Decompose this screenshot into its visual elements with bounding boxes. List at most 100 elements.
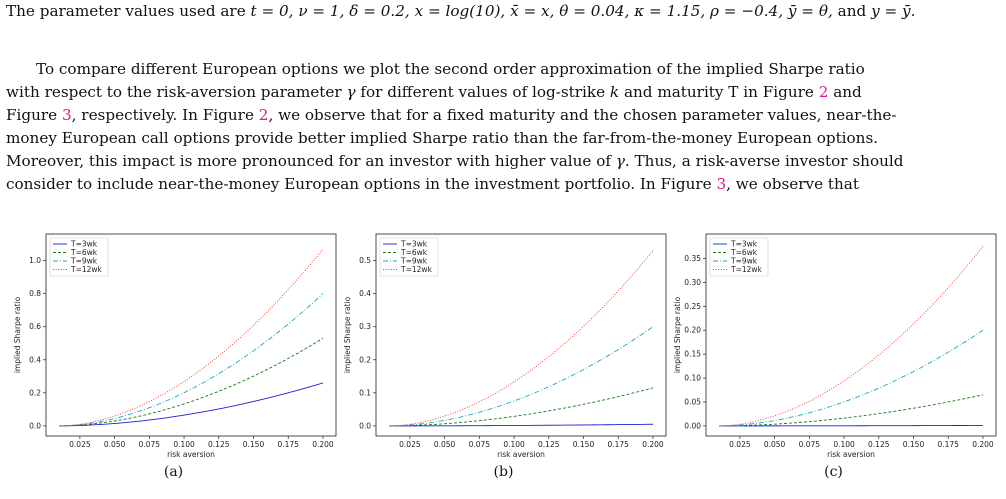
- legend-entry: T=9wk: [400, 257, 428, 266]
- y-tick-label: 0.0: [29, 421, 41, 430]
- paragraph-text: and: [828, 83, 862, 101]
- x-tick-label: 0.075: [799, 440, 821, 449]
- gamma-symbol: γ: [615, 152, 625, 170]
- x-tick-label: 0.025: [399, 440, 421, 449]
- x-tick-label: 0.100: [833, 440, 855, 449]
- series-line-t-3wk: [59, 382, 324, 427]
- y-tick-label: 0.10: [684, 374, 701, 383]
- series-line-t-9wk: [59, 293, 324, 427]
- paragraph-line-1: To compare different European options we…: [36, 60, 1000, 78]
- x-tick-label: 0.150: [903, 440, 925, 449]
- y-tick-label: 0.2: [29, 388, 41, 397]
- y-tick-label: 0.4: [29, 355, 41, 364]
- x-tick-label: 0.025: [729, 440, 751, 449]
- param-values: t = 0, ν = 1, δ = 0.2, x = log(10), x̄ =…: [250, 2, 833, 20]
- y-axis-label: implied Sharpe ratio: [343, 296, 352, 373]
- x-tick-label: 0.125: [208, 440, 230, 449]
- x-tick-label: 0.150: [243, 440, 265, 449]
- legend-box: [709, 237, 769, 277]
- paragraph-text: consider to include near-the-money Europ…: [6, 175, 717, 193]
- legend-entry: T=6wk: [400, 248, 428, 257]
- subfigure-a: 0.025 0.050 0.075 0.100 0.125 0.150 0.175 0.200…: [6, 226, 341, 496]
- y-tick-label: 0.30: [684, 278, 701, 287]
- x-axis-label: risk aversion: [167, 450, 215, 459]
- y-tick-label: 0.00: [684, 421, 701, 430]
- figure-3-link[interactable]: 3: [716, 175, 727, 193]
- chart-c: 0.025 0.050 0.075 0.100 0.125 0.150 0.175 0.200…: [673, 233, 997, 459]
- paragraph-line-2: with respect to the risk-aversion parame…: [6, 83, 1000, 101]
- paragraph-text: , respectively. In Figure: [71, 106, 259, 124]
- x-tick-label: 0.200: [972, 440, 994, 449]
- subfigure-c: 0.025 0.050 0.075 0.100 0.125 0.150 0.175 0.200…: [666, 226, 1001, 496]
- x-tick-label: 0.125: [868, 440, 890, 449]
- paragraph-text: , we observe that for a fixed maturity a…: [268, 106, 897, 124]
- x-tick-label: 0.050: [434, 440, 456, 449]
- y-tick-label: 0.25: [684, 302, 701, 311]
- legend-box: [379, 237, 439, 277]
- series-line-t-6wk: [389, 387, 654, 427]
- x-tick-label: 0.125: [538, 440, 560, 449]
- series-line-t-9wk: [719, 329, 984, 427]
- figure-2-link[interactable]: 2: [818, 83, 829, 101]
- paragraph-text: , we observe that: [726, 175, 859, 193]
- x-tick-label: 0.200: [312, 440, 334, 449]
- legend-entry: T=6wk: [730, 248, 758, 257]
- series-line-t-12wk: [719, 246, 984, 427]
- caption-a: (a): [163, 464, 184, 480]
- series-line-t-12wk: [59, 248, 324, 427]
- legend-box: [49, 237, 109, 277]
- series-line-t-6wk: [59, 337, 324, 427]
- y-axis-label: implied Sharpe ratio: [673, 296, 682, 373]
- legend-entry: T=12wk: [730, 265, 763, 274]
- y-tick-label: 0.3: [359, 322, 371, 331]
- param-intro: The parameter values used are: [6, 2, 251, 20]
- param-last: y = ȳ.: [871, 2, 916, 20]
- param-and: and: [832, 2, 872, 20]
- x-tick-label: 0.150: [573, 440, 595, 449]
- paragraph-line-6: consider to include near-the-money Europ…: [6, 175, 1000, 193]
- paragraph-text: Figure: [6, 106, 62, 124]
- series-line-t-9wk: [389, 326, 654, 427]
- y-tick-label: 0.15: [684, 350, 701, 359]
- x-tick-label: 0.100: [173, 440, 195, 449]
- paragraph-line-4: money European call options provide bett…: [6, 129, 1000, 147]
- legend-entry: T=3wk: [730, 240, 758, 249]
- plot-frame: [375, 233, 667, 437]
- paragraph-line-3: Figure 3, respectively. In Figure 2, we …: [6, 106, 1000, 124]
- legend-entry: T=12wk: [70, 265, 103, 274]
- y-tick-label: 0.0: [359, 421, 371, 430]
- parameter-line: The parameter values used are t = 0, ν =…: [6, 2, 1000, 20]
- y-tick-label: 0.05: [684, 397, 701, 406]
- legend-entry: T=12wk: [400, 265, 433, 274]
- y-tick-label: 0.35: [684, 254, 701, 263]
- x-axis-label: risk aversion: [497, 450, 545, 459]
- k-symbol: k: [609, 83, 620, 101]
- x-tick-label: 0.175: [277, 440, 299, 449]
- x-axis-label: risk aversion: [827, 450, 875, 459]
- paragraph-text: with respect to the risk-aversion parame…: [6, 83, 347, 101]
- figure-3-link[interactable]: 3: [61, 106, 72, 124]
- y-tick-label: 0.1: [359, 388, 371, 397]
- legend-entry: T=3wk: [400, 240, 428, 249]
- y-tick-label: 1.0: [29, 256, 41, 265]
- x-tick-label: 0.175: [607, 440, 629, 449]
- chart-a: 0.025 0.050 0.075 0.100 0.125 0.150 0.175 0.200…: [13, 233, 337, 459]
- plot-frame: [705, 233, 997, 437]
- x-tick-label: 0.025: [69, 440, 91, 449]
- series-line-t-12wk: [389, 250, 654, 427]
- caption-b: (b): [493, 464, 514, 480]
- paragraph-text: . Thus, a risk-averse investor should: [624, 152, 904, 170]
- y-tick-label: 0.6: [29, 322, 41, 331]
- caption-c: (c): [824, 464, 843, 480]
- paragraph-text: and maturity T in Figure: [619, 83, 819, 101]
- y-tick-label: 0.8: [29, 289, 41, 298]
- gamma-symbol: γ: [346, 83, 356, 101]
- y-tick-label: 0.20: [684, 326, 701, 335]
- y-tick-label: 0.2: [359, 355, 371, 364]
- series-line-t-3wk: [389, 423, 653, 427]
- figure-2-link[interactable]: 2: [258, 106, 269, 124]
- y-tick-label: 0.5: [359, 256, 371, 265]
- legend-entry: T=9wk: [70, 257, 98, 266]
- paragraph-text: money European call options provide bett…: [6, 129, 879, 147]
- series-line-t-6wk: [719, 394, 984, 427]
